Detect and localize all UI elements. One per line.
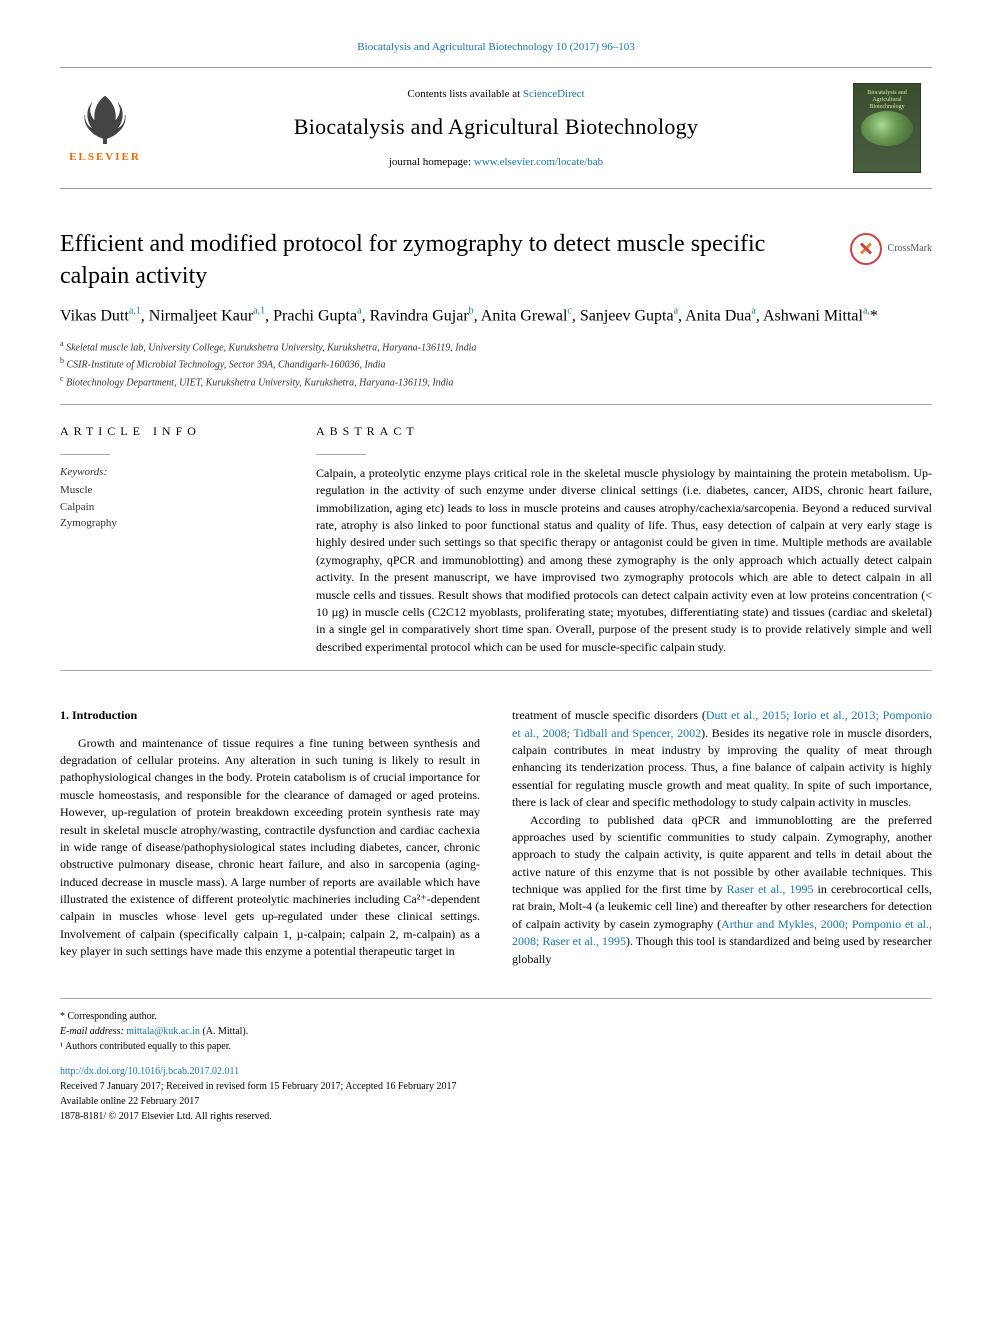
contents-available-line: Contents lists available at ScienceDirec… bbox=[150, 87, 842, 102]
crossmark-icon bbox=[850, 233, 882, 265]
copyright: 1878-8181/ © 2017 Elsevier Ltd. All righ… bbox=[60, 1109, 932, 1124]
homepage-prefix: journal homepage: bbox=[389, 156, 474, 168]
email-line: E-mail address: mittala@kuk.ac.in (A. Mi… bbox=[60, 1024, 932, 1039]
header-citation: Biocatalysis and Agricultural Biotechnol… bbox=[60, 40, 932, 55]
introduction-heading: 1. Introduction bbox=[60, 707, 480, 724]
intro-paragraph-2: treatment of muscle specific disorders (… bbox=[512, 707, 932, 811]
crossmark-label: CrossMark bbox=[888, 242, 932, 256]
footer: * Corresponding author. E-mail address: … bbox=[60, 998, 932, 1124]
introduction-section: 1. Introduction Growth and maintenance o… bbox=[60, 707, 932, 968]
affiliations: a Skeletal muscle lab, University Colleg… bbox=[60, 338, 932, 390]
keywords-list: MuscleCalpainZymography bbox=[60, 482, 280, 532]
abstract-section: ABSTRACT Calpain, a proteolytic enzyme p… bbox=[316, 423, 932, 656]
publisher-logo-text: ELSEVIER bbox=[69, 150, 141, 165]
divider bbox=[316, 454, 366, 455]
crossmark-badge[interactable]: CrossMark bbox=[832, 233, 932, 265]
journal-cover-image bbox=[861, 111, 914, 146]
publisher-logo[interactable]: ELSEVIER bbox=[60, 78, 150, 178]
elsevier-tree-icon bbox=[78, 91, 133, 146]
homepage-link[interactable]: www.elsevier.com/locate/bab bbox=[474, 156, 603, 168]
article-title: Efficient and modified protocol for zymo… bbox=[60, 229, 832, 291]
available-online: Available online 22 February 2017 bbox=[60, 1094, 932, 1109]
divider bbox=[60, 670, 932, 671]
email-link[interactable]: mittala@kuk.ac.in bbox=[126, 1026, 200, 1037]
divider bbox=[60, 404, 932, 405]
intro-paragraph-3: According to published data qPCR and imm… bbox=[512, 812, 932, 969]
corresponding-author: * Corresponding author. bbox=[60, 1009, 932, 1024]
authors-list: Vikas Dutta,1, Nirmaljeet Kaura,1, Prach… bbox=[60, 304, 932, 328]
article-info-section: ARTICLE INFO Keywords: MuscleCalpainZymo… bbox=[60, 423, 280, 656]
journal-cover-text: Biocatalysis and Agricultural Biotechnol… bbox=[854, 90, 920, 110]
header-center: Contents lists available at ScienceDirec… bbox=[150, 87, 842, 171]
journal-cover[interactable]: Biocatalysis and Agricultural Biotechnol… bbox=[842, 78, 932, 178]
abstract-text: Calpain, a proteolytic enzyme plays crit… bbox=[316, 465, 932, 656]
journal-name: Biocatalysis and Agricultural Biotechnol… bbox=[150, 112, 842, 143]
abstract-label: ABSTRACT bbox=[316, 423, 932, 440]
article-info-label: ARTICLE INFO bbox=[60, 423, 280, 440]
header-box: ELSEVIER Contents lists available at Sci… bbox=[60, 67, 932, 189]
divider bbox=[60, 454, 110, 455]
keywords-label: Keywords: bbox=[60, 465, 280, 480]
intro-paragraph-1: Growth and maintenance of tissue require… bbox=[60, 735, 480, 961]
doi-link[interactable]: http://dx.doi.org/10.1016/j.bcab.2017.02… bbox=[60, 1066, 239, 1077]
sciencedirect-link[interactable]: ScienceDirect bbox=[523, 88, 585, 100]
received-dates: Received 7 January 2017; Received in rev… bbox=[60, 1079, 932, 1094]
homepage-line: journal homepage: www.elsevier.com/locat… bbox=[150, 155, 842, 170]
equal-contribution: ¹ Authors contributed equally to this pa… bbox=[60, 1039, 932, 1054]
citation-link[interactable]: Raser et al., 1995 bbox=[727, 882, 814, 896]
contents-prefix: Contents lists available at bbox=[407, 88, 522, 100]
